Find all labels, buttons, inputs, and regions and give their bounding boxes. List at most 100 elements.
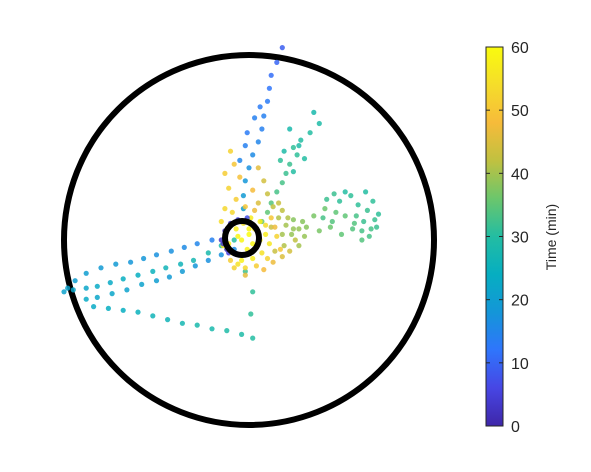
data-point (165, 317, 171, 323)
data-point (128, 259, 134, 265)
data-point (331, 191, 337, 197)
data-point (244, 130, 250, 136)
data-point (222, 170, 228, 176)
data-point (359, 228, 365, 234)
data-point (120, 307, 126, 313)
data-point (150, 313, 156, 319)
colorbar-tick-label: 50 (511, 103, 529, 120)
data-point (83, 296, 89, 302)
data-point (287, 126, 293, 132)
data-point (296, 143, 302, 149)
data-point (290, 226, 296, 232)
data-point (289, 231, 295, 237)
data-point (355, 202, 361, 208)
data-point (83, 285, 89, 291)
data-point (109, 291, 115, 297)
data-point (168, 248, 174, 254)
data-point (222, 206, 228, 212)
plot-area (61, 45, 437, 428)
data-point (246, 165, 252, 171)
data-point (290, 217, 296, 223)
data-point (153, 278, 160, 284)
colorbar-tick-label: 20 (511, 293, 529, 310)
data-point (348, 193, 354, 199)
data-point (298, 137, 304, 143)
colorbar-tick-label: 0 (511, 419, 520, 436)
colorbar-tick-label: 60 (511, 40, 529, 57)
data-point (233, 226, 239, 232)
data-point (181, 244, 187, 250)
data-point (272, 248, 278, 254)
data-point (242, 265, 248, 271)
data-point (70, 287, 76, 293)
data-point (279, 254, 285, 260)
data-point (311, 213, 317, 219)
data-point (135, 272, 141, 278)
data-point (264, 98, 271, 104)
data-point (231, 161, 237, 167)
colorbar-tick-label: 10 (511, 356, 529, 373)
scatter-points (61, 45, 382, 341)
data-point (266, 241, 272, 247)
data-point (248, 311, 254, 317)
data-point (316, 228, 322, 234)
data-point (227, 148, 234, 154)
data-point (91, 304, 97, 310)
data-point (209, 326, 215, 332)
data-point (274, 59, 280, 65)
data-point (190, 257, 197, 263)
data-point (218, 252, 224, 258)
data-point (227, 257, 234, 263)
data-point (266, 85, 272, 91)
data-point (279, 180, 285, 186)
data-point (120, 276, 126, 282)
data-point (105, 305, 111, 311)
data-point (281, 243, 287, 249)
data-point (250, 289, 256, 295)
data-point (316, 120, 322, 127)
data-point (229, 209, 235, 215)
data-point (353, 213, 359, 219)
data-point (250, 152, 256, 158)
data-point (351, 220, 357, 226)
data-point (368, 226, 374, 232)
data-point (224, 328, 230, 334)
data-point (153, 252, 160, 258)
data-point (107, 280, 113, 286)
data-point (281, 148, 287, 154)
data-point (324, 196, 330, 202)
data-point (139, 281, 145, 287)
data-point (290, 144, 296, 151)
data-point (242, 272, 248, 278)
data-point (255, 139, 261, 145)
data-point (205, 257, 211, 263)
data-point (250, 255, 256, 262)
data-point (276, 200, 282, 206)
data-point (259, 126, 265, 132)
data-point (94, 294, 100, 300)
data-point (363, 189, 369, 195)
data-point (240, 193, 246, 199)
data-point (179, 268, 185, 274)
data-point (342, 189, 348, 195)
data-point (342, 213, 348, 219)
data-point (242, 268, 248, 274)
data-point (327, 224, 333, 230)
data-point (261, 113, 267, 119)
data-point (246, 231, 252, 237)
data-point (268, 224, 274, 230)
data-point (239, 237, 245, 243)
data-point (292, 237, 298, 243)
data-point (231, 237, 237, 243)
data-point (141, 255, 147, 262)
data-point (287, 161, 293, 167)
data-point (61, 289, 67, 295)
data-point (257, 104, 263, 110)
data-point (235, 261, 241, 267)
data-point (375, 211, 382, 217)
data-point (205, 250, 211, 256)
data-point (194, 322, 200, 328)
data-point (294, 152, 300, 158)
data-point (239, 257, 245, 263)
colorbar-tick-label: 30 (511, 230, 529, 247)
